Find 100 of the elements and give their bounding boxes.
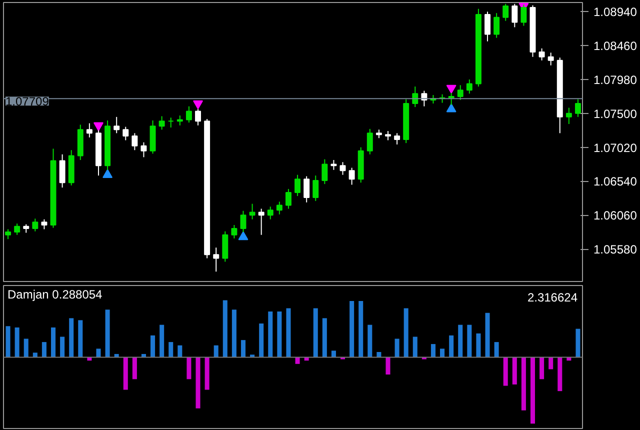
bar [467,324,472,358]
candlestick [285,188,292,210]
bar [204,357,210,390]
candlestick [304,176,310,203]
bar [313,308,318,358]
bar [69,318,74,358]
candlestick [484,11,490,42]
candlestick [322,158,328,185]
y-tick-label: 1.07020 [594,140,638,155]
candlestick [14,223,20,236]
point [238,231,248,240]
bar [259,323,264,358]
candlestick [114,116,120,134]
candlestick [330,160,337,170]
y-tick-label: 1.07500 [594,106,638,121]
candlestick [59,154,66,188]
bar [286,308,291,358]
candlestick [240,210,246,233]
bar [50,327,56,358]
bar [24,338,28,358]
bar [503,357,508,386]
bar [449,335,454,358]
bar [458,324,463,358]
bar [331,350,336,358]
bar [540,357,544,380]
bar [186,357,192,380]
candlestick [502,3,509,22]
candlestick [158,116,165,130]
candlestick [186,106,192,124]
bar [295,357,300,364]
bar [178,345,182,358]
bar [160,324,164,358]
candlestick [276,201,282,215]
bar [250,354,255,358]
candlestick [466,78,472,94]
bar [150,335,156,358]
bar [576,328,580,358]
candlestick [86,122,92,138]
bar [232,310,236,358]
chart-title: Damjan 0.288054 [8,288,103,302]
candlestick [340,162,346,176]
candlestick [294,174,301,197]
bar [521,357,526,410]
candlestick [394,132,400,145]
bar [485,312,490,358]
candlestick [512,3,518,28]
bar [6,326,10,358]
bar [350,300,354,358]
bar [214,345,218,358]
bar [196,357,200,408]
bar [512,357,517,384]
bar [368,324,372,358]
y-tick-label: 1.05580 [594,242,638,257]
candlestick [348,167,355,186]
bar [14,327,20,358]
y-tick-label: 1.08940 [594,5,638,20]
candlestick [574,98,581,118]
candlestick [5,228,12,240]
y-tick-label: 1.06540 [594,174,638,189]
bar [440,348,445,358]
candlestick [32,218,38,232]
bar [277,312,282,358]
bar [132,357,137,380]
candlestick [457,84,464,100]
bar [404,308,408,358]
bar [430,344,436,358]
bar [268,312,273,358]
bar [240,340,246,358]
candlestick [520,4,527,26]
candlestick [213,247,220,272]
bar [42,342,46,358]
bar [60,336,65,358]
bar [558,357,562,392]
candlestick [140,142,147,158]
candlestick [132,132,138,151]
bar [476,333,481,358]
ref-line-label: 1.07709 [6,94,50,109]
candlestick [538,48,545,61]
candlestick [566,107,572,124]
point [446,84,456,94]
y-tick-label: 1.06060 [594,208,638,223]
bar [386,357,390,375]
bar [530,357,536,424]
candlestick [366,128,373,155]
candlestick [41,218,48,230]
bar [78,320,83,358]
bar [114,354,119,358]
point [193,100,204,110]
candlestick [195,108,201,126]
candlestick [412,86,418,108]
bar [358,300,364,358]
bar [168,342,174,358]
annotation: 2.316624 [527,290,578,304]
candlestick [168,117,174,128]
bar [494,342,499,358]
bar [222,300,228,358]
y-tick-label: 1.08460 [594,39,638,54]
candlestick [222,230,228,262]
bar [548,357,554,370]
bar [322,318,327,358]
